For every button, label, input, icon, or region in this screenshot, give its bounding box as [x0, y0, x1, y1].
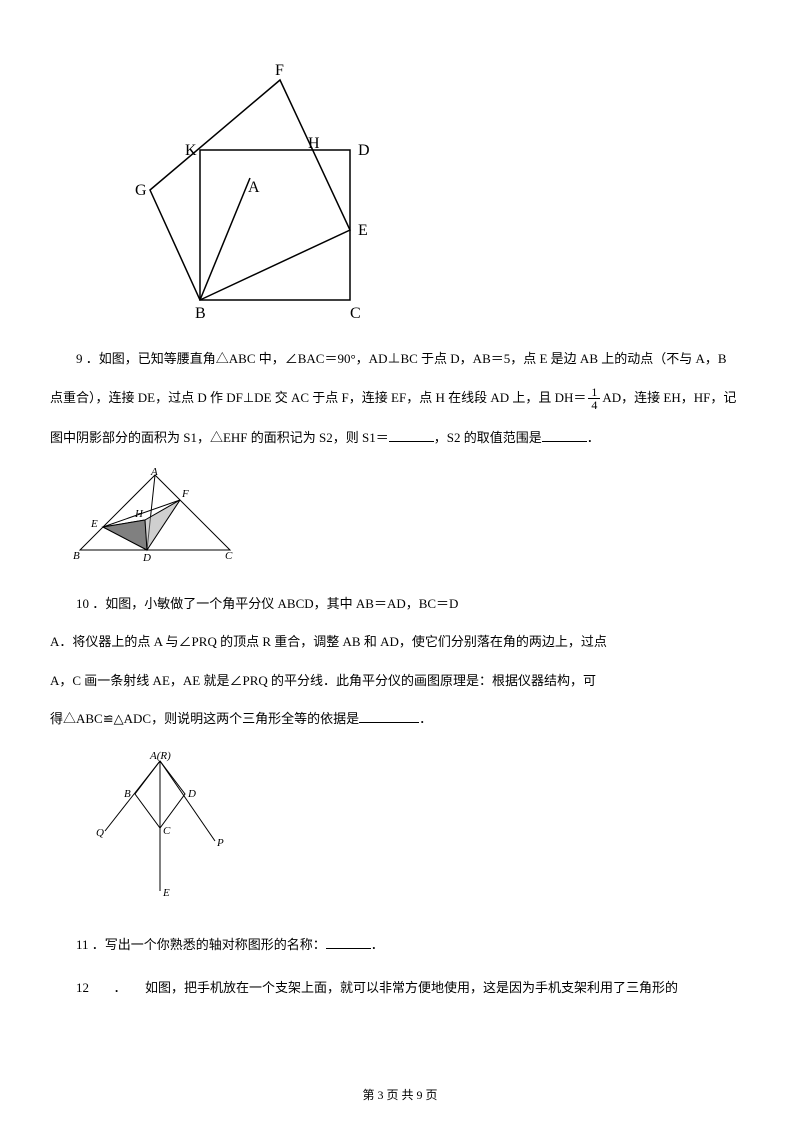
question-10: 10 ．如图，小敏做了一个角平分仪 ABCD，其中 AB＝AD，BC＝D: [50, 592, 750, 615]
svg-text:C: C: [350, 305, 361, 320]
q9-line3: 图中阴影部分的面积为 S1，△EHF 的面积记为 S2，则 S1＝: [50, 430, 389, 445]
q9-line2a: 点重合），连接 DE，过点 D 作 DF⊥DE 交 AC 于点 F，连接 EF，…: [50, 390, 586, 405]
figure-3-svg: A(R) B D C Q P E: [90, 746, 230, 901]
svg-text:A: A: [248, 179, 260, 196]
footer-mid: 页 共: [383, 1088, 416, 1102]
svg-text:F: F: [181, 488, 189, 500]
svg-text:C: C: [225, 550, 233, 562]
svg-text:B: B: [73, 550, 80, 562]
figure-1: F K H D G A E B C: [90, 20, 750, 327]
q10-blank: [359, 708, 419, 724]
q12-dot: ．: [95, 976, 145, 999]
q10-line3b: ．: [419, 711, 432, 726]
q10-text: 如图，小敏做了一个角平分仪 ABCD，其中 AB＝AD，BC＝D: [105, 596, 458, 611]
svg-text:D: D: [358, 142, 370, 159]
question-12: 12 ． 如图，把手机放在一个支架上面，就可以非常方便地使用，这是因为手机支架利…: [50, 976, 750, 999]
question-9-line1: 9 ．如图，已知等腰直角△ABC 中，∠BAC＝90°，AD⊥BC 于点 D，A…: [50, 347, 750, 370]
q9-number: 9 ．: [76, 351, 99, 366]
svg-text:E: E: [90, 518, 98, 530]
svg-text:C: C: [163, 825, 171, 837]
svg-text:F: F: [275, 62, 284, 79]
q12-number: 12: [50, 976, 95, 999]
question-9-line3: 图中阴影部分的面积为 S1，△EHF 的面积记为 S2，则 S1＝ ，S2 的取值…: [50, 426, 750, 449]
figure-2-svg: A B C D E F H: [65, 465, 240, 565]
q9-blank1: [389, 427, 434, 443]
q10-number: 10 ．: [76, 596, 105, 611]
svg-text:D: D: [142, 552, 151, 564]
svg-text:B: B: [195, 305, 206, 320]
q10-line1: A．将仪器上的点 A 与∠PRQ 的顶点 R 重合，调整 AB 和 AD，使它们…: [50, 630, 750, 653]
q10-line3: 得△ABC≌△ADC，则说明这两个三角形全等的依据是 ．: [50, 707, 750, 730]
svg-text:H: H: [134, 508, 144, 520]
q11-number: 11 ．: [76, 937, 105, 952]
svg-text:E: E: [162, 887, 170, 899]
figure-1-svg: F K H D G A E B C: [90, 20, 380, 320]
q12-text: 如图，把手机放在一个支架上面，就可以非常方便地使用，这是因为手机支架利用了三角形…: [145, 976, 750, 999]
q9-blank2: [542, 427, 587, 443]
q9-line3b: ，S2 的取值范围是: [434, 430, 542, 445]
q9-fraction: 14: [588, 386, 600, 411]
footer-suffix: 页: [423, 1088, 438, 1102]
q9-prefix: 如图，已知等腰直角△ABC 中，∠BAC＝90°，AD⊥BC 于点 D，AB＝5…: [99, 351, 727, 366]
svg-text:P: P: [216, 837, 224, 849]
svg-text:K: K: [185, 142, 197, 159]
footer-prefix: 第: [362, 1088, 377, 1102]
svg-text:A(R): A(R): [149, 750, 171, 762]
svg-text:Q: Q: [96, 827, 104, 839]
q11-text-a: 写出一个你熟悉的轴对称图形的名称：: [105, 937, 326, 952]
figure-2: A B C D E F H: [65, 465, 750, 572]
question-11: 11 ．写出一个你熟悉的轴对称图形的名称： ．: [50, 933, 750, 956]
svg-text:H: H: [308, 135, 320, 152]
q11-text-b: ．: [371, 937, 384, 952]
svg-text:A: A: [150, 466, 158, 478]
q9-frac-den: 4: [588, 399, 600, 411]
svg-text:D: D: [187, 788, 196, 800]
q10-line2: A，C 画一条射线 AE，AE 就是∠PRQ 的平分线．此角平分仪的画图原理是：…: [50, 669, 750, 692]
q9-line3c: ．: [587, 430, 600, 445]
q11-blank: [326, 933, 371, 949]
svg-text:G: G: [135, 182, 147, 199]
figure-3: A(R) B D C Q P E: [90, 746, 750, 908]
question-9-line2: 点重合），连接 DE，过点 D 作 DF⊥DE 交 AC 于点 F，连接 EF，…: [50, 386, 750, 412]
svg-text:B: B: [124, 788, 131, 800]
q9-line2b: AD，连接 EH，HF，记: [602, 390, 736, 405]
svg-text:E: E: [358, 222, 368, 239]
page-footer: 第 3 页 共 9 页: [0, 1085, 800, 1107]
q10-line3a: 得△ABC≌△ADC，则说明这两个三角形全等的依据是: [50, 711, 359, 726]
